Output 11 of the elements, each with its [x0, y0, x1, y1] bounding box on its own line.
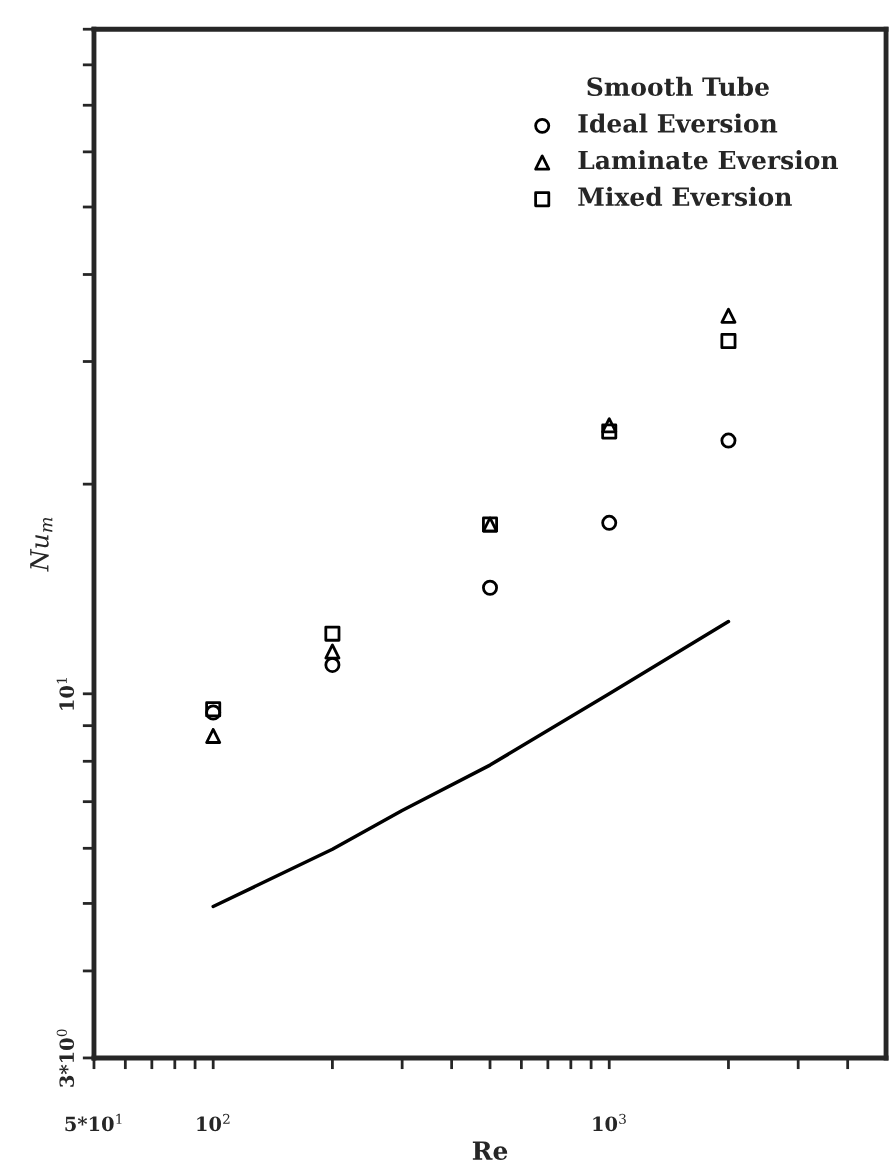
- legend-label: Mixed Eversion: [578, 186, 792, 207]
- x-tick-label: 10$^{2}$: [197, 1113, 230, 1132]
- y-tick-label: 3*10$^{0}$: [56, 1029, 75, 1087]
- y-axis-title: Nu$_{m}$: [30, 517, 53, 572]
- x-tick-label: 5*10$^{1}$: [65, 1113, 122, 1132]
- legend-title: Smooth Tube: [587, 76, 769, 97]
- legend-label: Laminate Eversion: [578, 150, 838, 170]
- y-tick-label: 10$^{1}$: [56, 678, 75, 710]
- x-tick-label: 10$^{3}$: [593, 1113, 626, 1132]
- x-axis-title: Re: [472, 1141, 508, 1160]
- legend-label: Ideal Eversion: [578, 113, 778, 133]
